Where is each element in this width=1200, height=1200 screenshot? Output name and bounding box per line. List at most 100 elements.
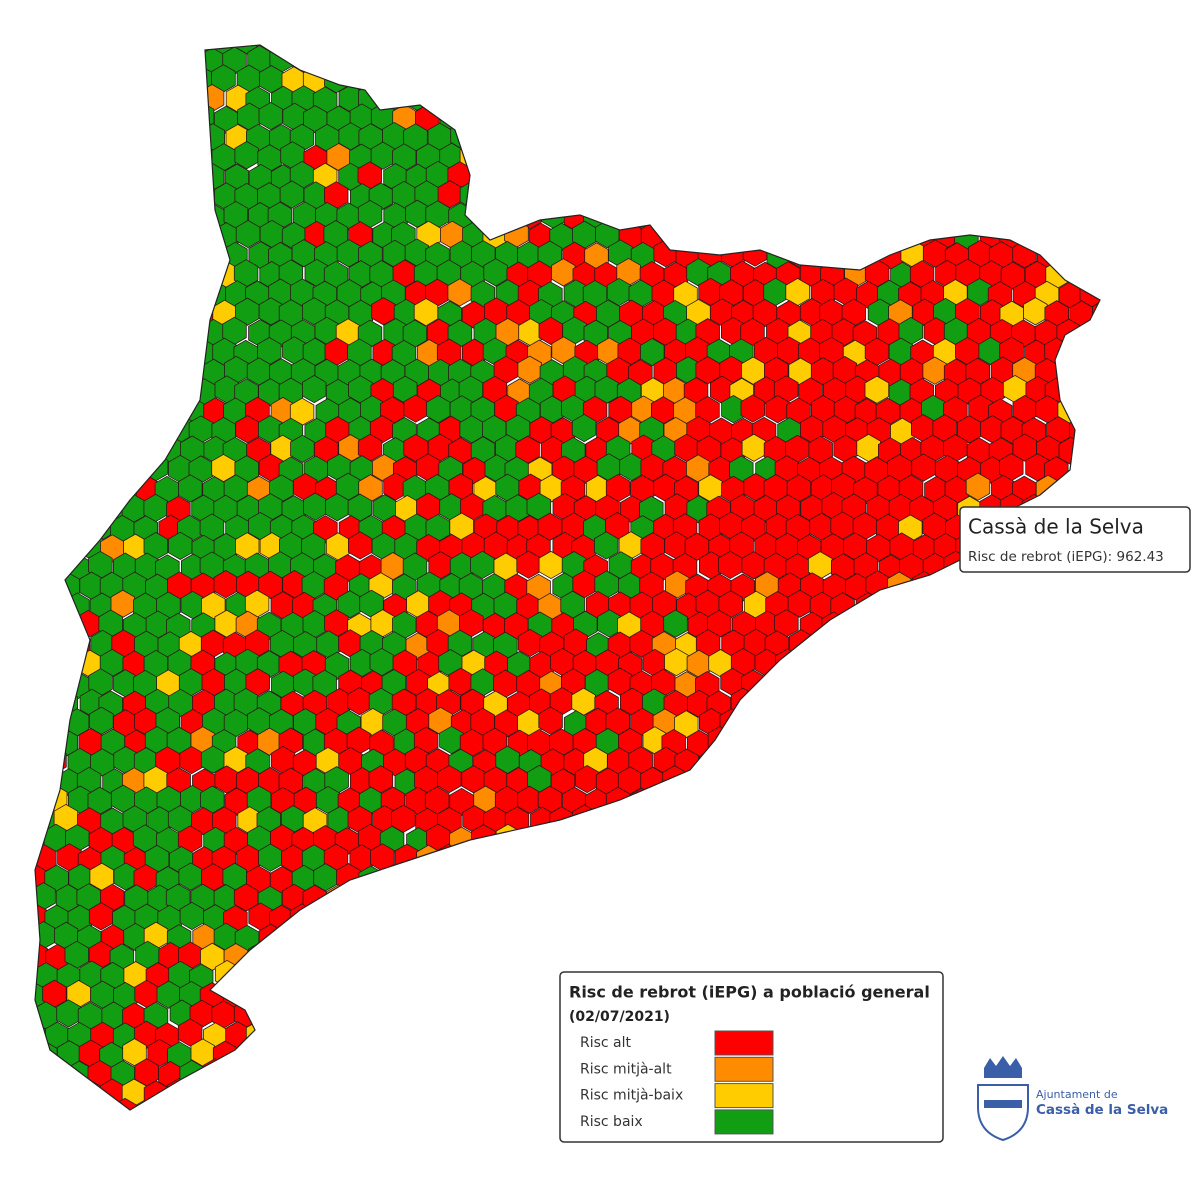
municipality [820,222,846,251]
municipality [258,1000,283,1029]
municipality [1025,1039,1050,1068]
municipality [1044,180,1069,209]
municipality [561,163,587,192]
municipality [1057,1136,1081,1163]
municipality [732,219,757,248]
municipality [978,767,1003,796]
municipality [807,901,833,930]
municipality [461,1077,487,1106]
municipality [979,884,1004,913]
municipality [932,570,957,599]
municipality [627,903,653,932]
municipality [1025,924,1050,953]
municipality [627,45,653,74]
municipality [425,86,451,115]
municipality [472,1059,497,1089]
municipality [324,766,349,795]
municipality [98,220,124,250]
municipality [1090,218,1100,248]
municipality [282,1040,307,1069]
municipality [1080,825,1100,854]
municipality [426,1057,452,1086]
municipality [922,122,947,151]
municipality [965,85,990,114]
municipality [1058,748,1084,777]
municipality [1056,981,1081,1010]
municipality [166,183,191,212]
municipality [43,357,68,386]
municipality [776,181,801,210]
municipality [497,1139,521,1166]
municipality [35,532,56,561]
municipality [922,671,948,700]
municipality [1001,689,1027,719]
municipality [10,1002,34,1029]
municipality [35,610,36,639]
municipality [327,924,352,953]
tooltip-box [959,506,1191,573]
municipality [764,668,789,697]
municipality [214,1159,238,1186]
municipality [809,669,834,698]
municipality [822,45,848,55]
municipality [810,201,835,231]
municipality [843,181,869,210]
municipality [584,46,609,76]
municipality [956,1155,980,1182]
municipality [212,1118,236,1145]
legend-title: Risc de rebrot (iEPG) a població general [569,983,930,1002]
municipality [79,417,104,446]
municipality [166,45,192,56]
municipality [539,824,564,853]
municipality [1070,221,1095,250]
municipality [742,163,768,193]
municipality [686,883,711,913]
municipality [1034,200,1060,229]
municipality [35,573,59,602]
municipality [901,826,927,855]
municipality [11,727,35,754]
municipality [763,745,788,774]
municipality [776,844,802,873]
municipality [1066,650,1092,679]
municipality [1003,1156,1027,1183]
municipality [1081,667,1100,696]
municipality [719,83,744,112]
municipality [35,415,58,444]
municipality [978,102,1003,131]
municipality [35,570,37,599]
municipality [842,882,867,911]
tooltip: Cassà de la Selva Risc de rebrot (iEPG):… [959,506,1191,573]
municipality [1011,84,1036,113]
municipality [944,200,970,230]
municipality [740,394,766,423]
municipality [642,805,667,834]
municipality [901,200,926,229]
municipality [934,845,959,874]
municipality [629,200,654,229]
municipality [1013,979,1038,1008]
municipality [617,144,642,173]
municipality [957,922,982,951]
municipality [167,219,193,248]
municipality [753,45,778,55]
municipality [271,670,296,699]
municipality [706,921,731,950]
municipality [481,65,507,94]
municipality [561,865,587,894]
municipality [1036,979,1061,1008]
municipality [189,1079,215,1108]
municipality [1092,1040,1100,1069]
municipality [527,45,552,55]
municipality [459,104,485,133]
municipality [222,316,247,345]
municipality [731,1155,755,1182]
municipality [289,1098,315,1110]
municipality [865,688,890,718]
municipality [450,45,476,73]
municipality [134,121,159,150]
municipality [742,199,767,229]
municipality [65,122,90,151]
municipality [912,611,937,641]
municipality [200,785,225,814]
